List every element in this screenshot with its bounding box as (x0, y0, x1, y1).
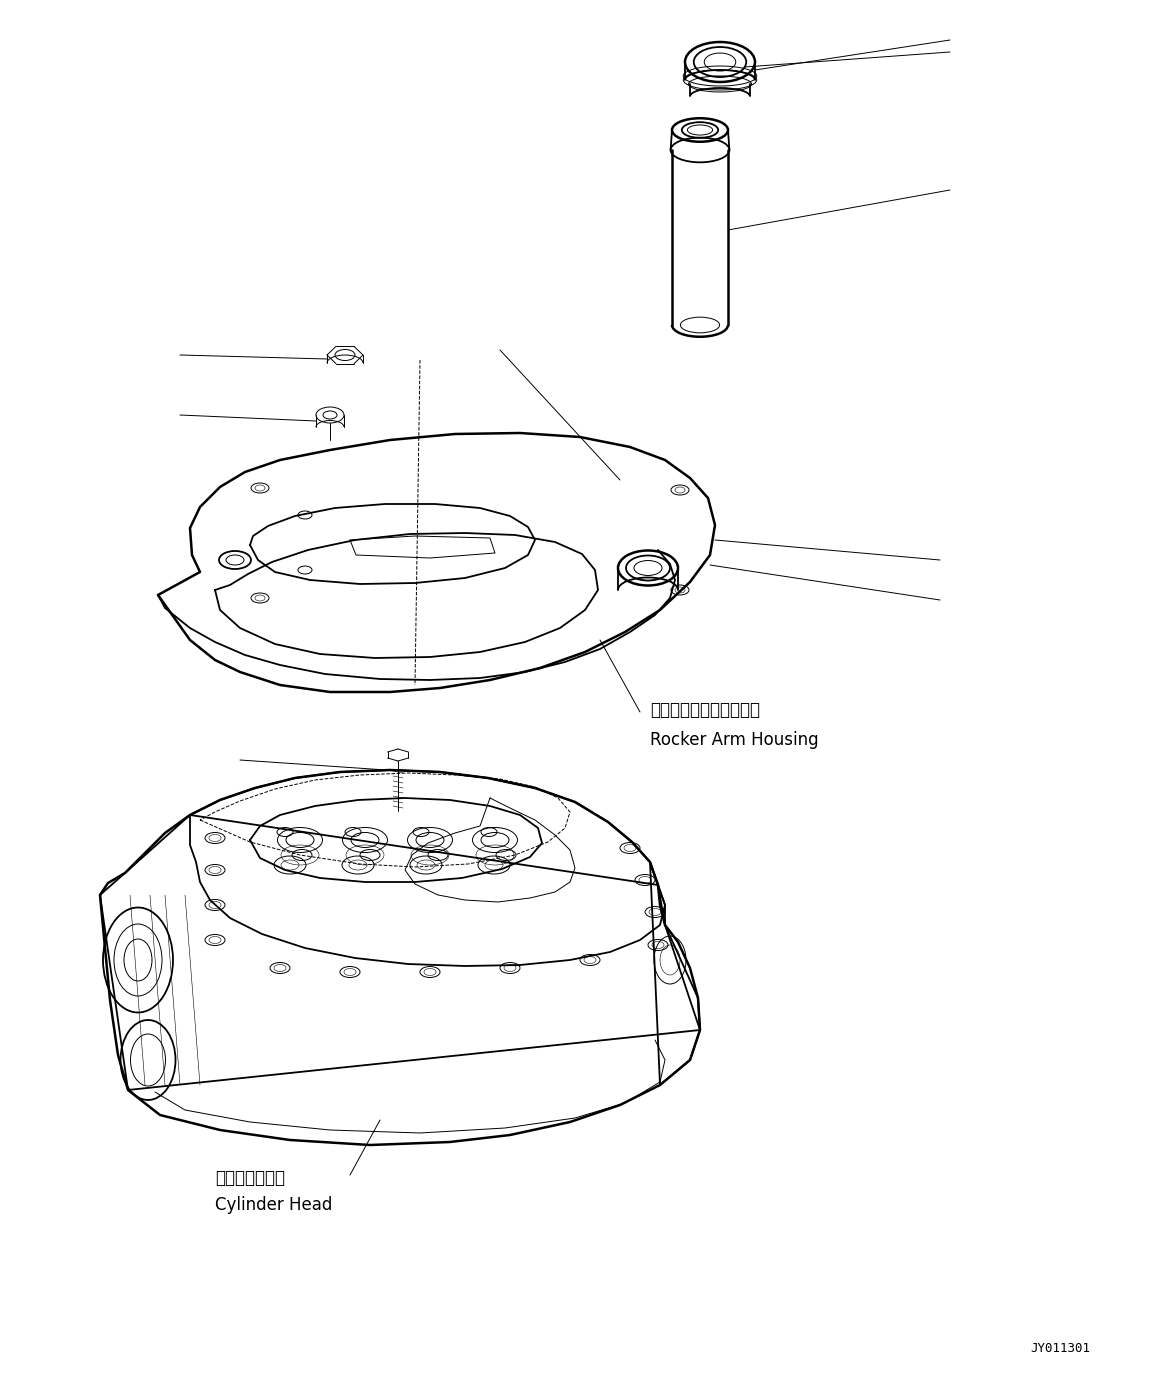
Text: Cylinder Head: Cylinder Head (215, 1196, 333, 1214)
Text: JY011301: JY011301 (1030, 1342, 1090, 1355)
Text: シリンダヘッド: シリンダヘッド (215, 1169, 285, 1187)
Text: Rocker Arm Housing: Rocker Arm Housing (650, 731, 819, 750)
Text: ロッカアームハウジング: ロッカアームハウジング (650, 701, 759, 719)
